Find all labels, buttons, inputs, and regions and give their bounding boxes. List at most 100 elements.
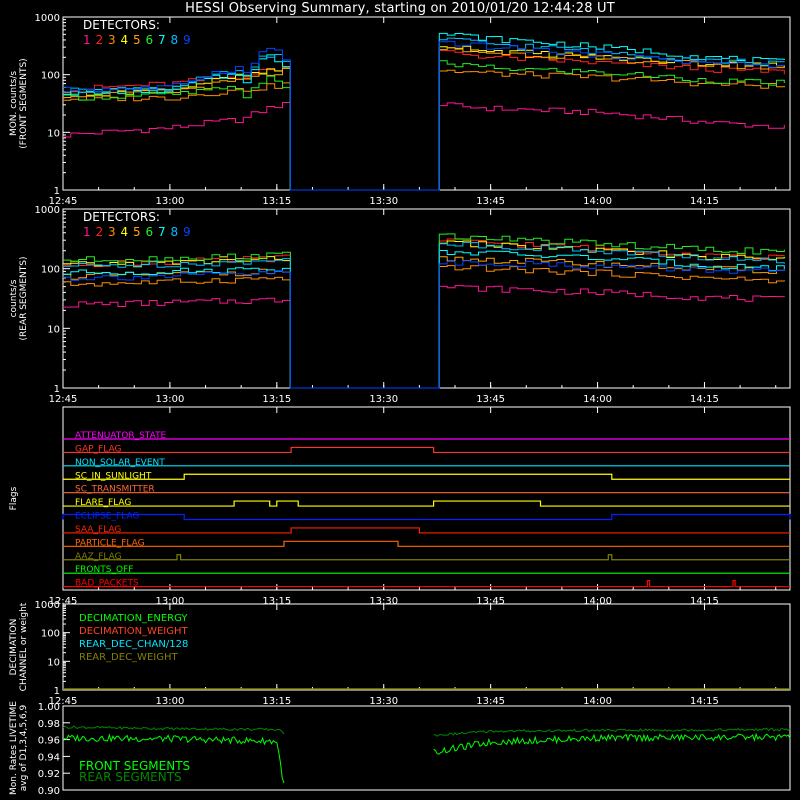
rear-panel-detector-8: 8 (171, 225, 179, 239)
front-panel-xtick-label: 14:00 (583, 196, 612, 207)
rear-panel-detector-4: 4 (121, 225, 129, 239)
rear-panel-series-8 (63, 241, 785, 389)
chart-title: HESSI Observing Summary, starting on 201… (185, 1, 615, 16)
front-panel-xtick-label: 13:30 (369, 196, 398, 207)
decimation-panel-xtick-label: 14:00 (583, 696, 612, 707)
flags-panel-frame (62, 406, 791, 591)
decimation-panel-xtick-label: 13:15 (262, 696, 291, 707)
front-panel-detector-2: 2 (96, 33, 104, 47)
front-panel-detector-4: 4 (121, 33, 129, 47)
livetime-panel-ytick-label: 0.92 (38, 769, 60, 780)
decimation-panel-xtick-label: 14:15 (690, 696, 719, 707)
flags-panel-xtick-label: 13:00 (155, 596, 184, 607)
flags-panel-flag-label-9: AAZ_FLAG (75, 552, 122, 562)
decimation-panel-ytick-label: 1 (54, 686, 60, 697)
front-panel-xtick-label: 13:45 (476, 196, 505, 207)
decimation-panel-legend-0: DECIMATION_ENERGY (79, 613, 188, 624)
flags-panel-flag-label-5: FLARE_FLAG (75, 498, 131, 508)
rear-panel-ytick-label: 100 (41, 265, 60, 276)
flags-panel-flag-label-10: FRONTS_OFF (75, 565, 133, 575)
front-panel-ytick-label: 10 (47, 128, 60, 139)
decimation-panel-xtick-label: 13:30 (369, 696, 398, 707)
livetime-panel-ytick-label: 0.94 (38, 752, 60, 763)
rear-panel-ytick-label: 10 (47, 324, 60, 335)
rear-panel-series-6 (63, 233, 785, 389)
decimation-panel-ytick-label: 10 (47, 657, 60, 668)
rear-panel-detector-6: 6 (146, 225, 154, 239)
livetime-panel-ytick-label: 0.98 (38, 719, 60, 730)
livetime-panel-ylabel-0: Mon. Rates LIVETIME (9, 701, 19, 795)
rear-panel-xtick-label: 13:15 (262, 394, 291, 405)
flags-panel-flag-label-2: NON_SOLAR_EVENT (75, 458, 165, 468)
front-panel-series-3 (63, 69, 785, 191)
livetime-panel-legend-1: REAR SEGMENTS (79, 770, 182, 784)
livetime-panel-ytick-label: 0.96 (38, 736, 60, 747)
front-panel-detectors-label: DETECTORS: (83, 18, 160, 32)
rear-panel-xtick-label: 13:45 (476, 394, 505, 405)
front-panel-xtick-label: 13:15 (262, 196, 291, 207)
rear-panel-xtick-label: 14:15 (690, 394, 719, 405)
rear-panel-detector-1: 1 (83, 225, 91, 239)
front-panel-ytick-label: 1000 (35, 13, 60, 24)
decimation-panel-xtick-label: 13:00 (155, 696, 184, 707)
flags-panel-flag-line-9 (63, 554, 790, 561)
rear-panel-series-7 (63, 250, 785, 389)
front-panel-detector-9: 9 (183, 33, 191, 47)
flags-panel-flag-line-3 (63, 473, 790, 480)
front-panel-series-2 (63, 49, 785, 191)
flags-panel-flag-line-7 (63, 527, 790, 534)
rear-panel-ytick-label: 1 (54, 384, 60, 395)
front-panel-ylabel-1: (FRONT SEGMENTS) (19, 58, 29, 148)
flags-panel-flag-label-0: ATTENUATOR_STATE (75, 431, 167, 441)
livetime-panel-ylabel-1: avg of D1,3,4,5,6,9 (19, 704, 29, 791)
decimation-panel-legend-3: REAR_DEC_WEIGHT (79, 652, 178, 663)
rear-panel-detector-9: 9 (183, 225, 191, 239)
livetime-panel-ytick-label: 0.90 (38, 786, 60, 797)
front-panel-detector-3: 3 (108, 33, 116, 47)
rear-panel-detectors-label: DETECTORS: (83, 210, 160, 224)
livetime-panel-ytick-label: 1.00 (38, 702, 60, 713)
rear-panel-xtick-label: 14:00 (583, 394, 612, 405)
rear-panel-xtick-label: 13:00 (155, 394, 184, 405)
livetime-panel-series-1 (62, 725, 791, 737)
front-panel-xtick-label: 12:45 (49, 196, 78, 207)
flags-panel-xtick-label: 13:15 (262, 596, 291, 607)
flags-panel-ylabel-0: Flags (9, 486, 19, 510)
decimation-panel-legend-1: DECIMATION_WEIGHT (79, 626, 188, 637)
rear-panel-detector-5: 5 (133, 225, 141, 239)
rear-panel-series-4 (63, 240, 785, 389)
livetime-panel-frame (62, 705, 791, 791)
rear-panel-xtick-label: 13:30 (369, 394, 398, 405)
front-panel-detector-6: 6 (146, 33, 154, 47)
rear-panel-detector-7: 7 (158, 225, 166, 239)
rear-panel-series-1 (63, 285, 785, 389)
front-panel-detector-8: 8 (171, 33, 179, 47)
flags-panel-xtick-label: 12:45 (49, 596, 78, 607)
flags-panel-flag-line-1 (63, 446, 790, 454)
flags-panel-flag-label-11: BAD_PACKETS (75, 579, 139, 589)
front-panel-detector-7: 7 (158, 33, 166, 47)
decimation-panel-frame (62, 603, 791, 691)
rear-panel-xtick-label: 12:45 (49, 394, 78, 405)
flags-panel-xtick-label: 13:45 (476, 596, 505, 607)
flags-panel-xtick-label: 13:30 (369, 596, 398, 607)
flags-panel-flag-line-11 (63, 579, 790, 588)
decimation-panel-ytick-label: 100 (41, 629, 60, 640)
front-panel-series-9 (63, 40, 785, 191)
flags-panel-xtick-label: 14:00 (583, 596, 612, 607)
rear-panel-detector-3: 3 (108, 225, 116, 239)
front-panel-series-5 (63, 47, 785, 191)
front-panel-xtick-label: 13:00 (155, 196, 184, 207)
decimation-panel-xtick-label: 13:45 (476, 696, 505, 707)
front-panel-ytick-label: 100 (41, 71, 60, 82)
flags-panel-flag-label-8: PARTICLE_FLAG (75, 538, 145, 548)
flags-panel-flag-label-3: SC_IN_SUNLIGHT (75, 471, 152, 481)
front-panel-detector-5: 5 (133, 33, 141, 47)
decimation-panel-ylabel-0: DECIMATION (9, 619, 19, 676)
flags-panel-flag-line-5 (63, 500, 790, 507)
rear-panel-series-3 (63, 264, 785, 389)
front-panel-xtick-label: 14:15 (690, 196, 719, 207)
front-panel-series-4 (63, 45, 785, 191)
rear-panel-ytick-label: 1000 (35, 205, 60, 216)
